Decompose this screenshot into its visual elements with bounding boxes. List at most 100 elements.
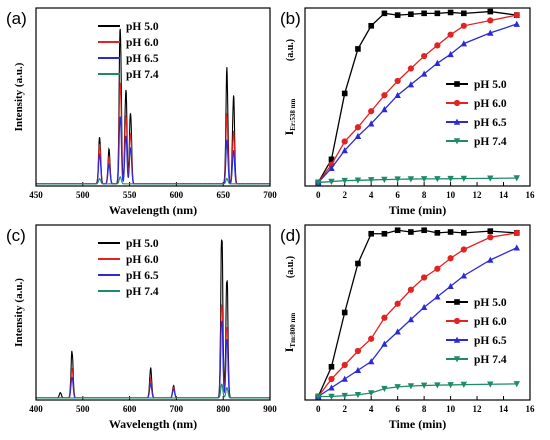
data-point-ph-5-0 — [341, 90, 348, 97]
x-tick-label: 14 — [499, 190, 509, 200]
data-point-ph-7-4 — [367, 177, 375, 184]
legend-label: pH 6.0 — [126, 37, 159, 49]
y-axis-label: IEr:538 nm — [282, 98, 297, 135]
x-tick-label: 400 — [29, 404, 43, 414]
data-point-ph-7-4 — [367, 390, 375, 397]
data-point-ph-7-4 — [447, 382, 454, 389]
data-point-ph-5-0 — [487, 8, 494, 15]
x-axis-label: Time (min) — [389, 417, 446, 431]
data-point-ph-5-0 — [408, 229, 414, 235]
legend-label: pH 6.0 — [126, 254, 159, 266]
plot-frame — [35, 7, 271, 187]
data-point-ph-5-0 — [421, 10, 427, 17]
legend-label: pH 6.0 — [474, 316, 507, 328]
data-point-ph-6-5 — [381, 340, 388, 347]
x-tick-label: 16 — [526, 404, 536, 414]
data-point-ph-6-5 — [328, 384, 335, 391]
data-point-ph-7-4 — [394, 176, 401, 183]
data-point-ph-5-0 — [461, 10, 467, 17]
data-point-ph-5-0 — [355, 46, 361, 52]
data-point-ph-5-0 — [368, 230, 374, 237]
legend-label: pH 7.4 — [474, 354, 507, 366]
data-point-ph-5-0 — [368, 23, 374, 29]
data-point-ph-6-5 — [407, 81, 415, 88]
data-point-ph-5-0 — [355, 260, 361, 267]
data-point-ph-6-0 — [487, 234, 494, 241]
data-point-ph-7-4 — [487, 381, 494, 388]
legend-marker-ph-7-4 — [453, 356, 461, 363]
legend-marker-ph-5-0 — [454, 299, 460, 305]
plot-frame — [304, 224, 531, 401]
y-axis-label-sub: Tm:800 nm — [289, 313, 297, 348]
data-point-ph-7-4 — [381, 385, 388, 393]
legend-label: pH 5.0 — [126, 238, 159, 250]
series-ph-7-4 — [36, 176, 270, 185]
data-point-ph-6-0 — [513, 229, 520, 236]
y-axis-unit: (a.u.) — [285, 39, 296, 61]
legend-label: pH 7.4 — [126, 69, 159, 81]
series-line-ph-7-4 — [318, 383, 517, 398]
y-axis-label-main: I — [282, 130, 296, 135]
data-point-ph-6-0 — [447, 31, 454, 38]
x-tick-label: 650 — [216, 190, 230, 200]
panel--d-: (d) 0 2 4 6 8 10 12 14 16 Time (min) ITm:800 nm (a.u… — [280, 224, 536, 431]
data-point-ph-5-0 — [447, 229, 454, 235]
data-point-ph-7-4 — [434, 382, 441, 389]
x-tick-label: 10 — [446, 404, 456, 414]
x-tick-label: 12 — [473, 404, 483, 414]
y-axis-label-main: I — [282, 347, 296, 352]
series-ph-7-4 — [315, 381, 520, 400]
x-tick-label: 550 — [123, 190, 137, 200]
legend-label: pH 5.0 — [474, 297, 507, 309]
data-point-ph-7-4 — [315, 179, 322, 186]
data-point-ph-7-4 — [420, 176, 428, 183]
legend-label: pH 6.5 — [474, 117, 507, 129]
series-ph-6-5 — [315, 20, 520, 186]
data-point-ph-7-4 — [513, 381, 520, 388]
data-point-ph-6-0 — [421, 274, 428, 281]
data-point-ph-6-0 — [460, 22, 467, 29]
data-point-ph-6-5 — [354, 132, 362, 139]
data-point-ph-6-5 — [407, 316, 415, 323]
x-axis-label: Wavelength (nm) — [109, 417, 197, 431]
series-ph-6-5 — [315, 244, 520, 400]
data-point-ph-6-5 — [420, 70, 428, 77]
series-line-ph-7-4 — [36, 176, 270, 185]
legend-label: pH 7.4 — [474, 136, 507, 148]
legend-marker-ph-6-5 — [453, 118, 461, 125]
data-point-ph-6-0 — [434, 265, 441, 272]
legend-label: pH 6.0 — [474, 98, 507, 110]
data-point-ph-6-0 — [368, 335, 375, 342]
data-point-ph-6-0 — [460, 246, 467, 253]
data-point-ph-7-4 — [420, 382, 428, 389]
plot-frame — [35, 224, 271, 401]
data-point-ph-6-5 — [381, 106, 388, 113]
data-point-ph-5-0 — [328, 156, 335, 163]
series-ph-7-4 — [36, 383, 270, 399]
data-point-ph-5-0 — [447, 9, 454, 16]
data-point-ph-6-5 — [487, 29, 494, 36]
series-line-ph-7-4 — [36, 383, 270, 399]
data-point-ph-6-5 — [354, 366, 362, 374]
plot-frame — [304, 7, 531, 187]
x-tick-label: 8 — [422, 190, 427, 200]
panel--b-: (b) 0 2 4 6 8 10 12 14 16 Time (min) IEr:538 nm (a.u… — [280, 7, 536, 217]
data-point-ph-6-0 — [328, 375, 335, 383]
series-line-ph-6-0 — [317, 232, 517, 397]
data-point-ph-5-0 — [328, 363, 335, 370]
data-point-ph-6-0 — [341, 138, 348, 145]
data-point-ph-5-0 — [434, 230, 441, 236]
x-tick-label: 900 — [263, 404, 277, 414]
data-point-ph-6-0 — [354, 124, 362, 131]
x-tick-label: 4 — [369, 404, 374, 414]
x-tick-label: 6 — [395, 190, 400, 200]
x-tick-label: 2 — [342, 190, 347, 200]
x-tick-label: 16 — [526, 190, 536, 200]
data-point-ph-7-4 — [354, 177, 362, 184]
panel-label: (d) — [280, 226, 301, 245]
data-point-ph-6-5 — [420, 303, 428, 311]
data-point-ph-6-5 — [341, 375, 348, 382]
legend-label: pH 5.0 — [126, 21, 159, 33]
data-point-ph-6-5 — [434, 59, 441, 66]
x-tick-label: 6 — [395, 404, 400, 414]
